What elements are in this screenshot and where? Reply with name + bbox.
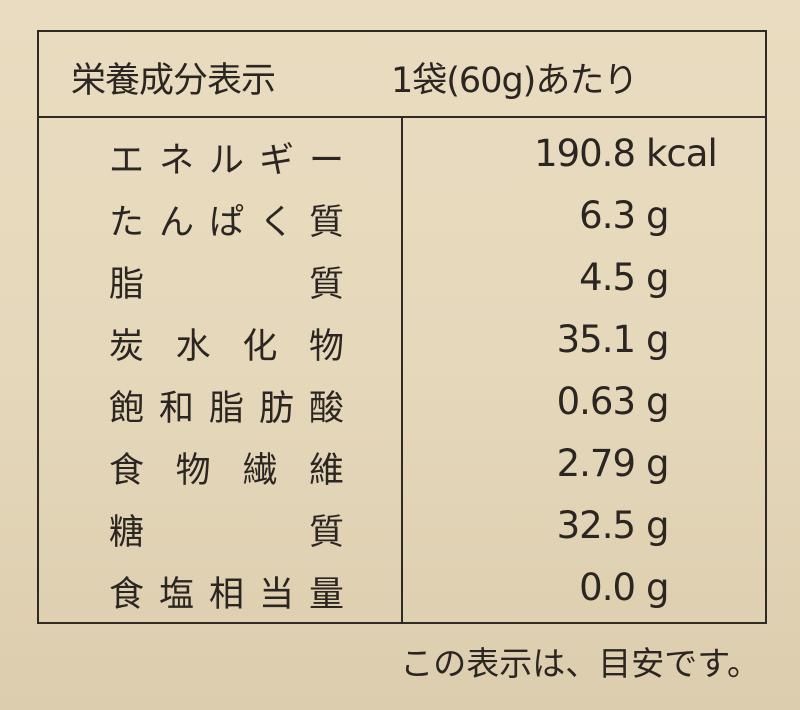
nutrient-label: たんぱく質 — [109, 203, 344, 243]
header-serving: 1袋(60g)あたり — [391, 61, 638, 101]
nutrient-value: 4.5 — [579, 256, 636, 299]
table-row: たんぱく質 6.3 g — [39, 186, 765, 248]
nutrient-value: 0.0 — [579, 566, 636, 609]
nutrient-label: 飽和脂肪酸 — [109, 389, 344, 429]
table-row: 食塩相当量 0.0 g — [39, 558, 765, 620]
nutrition-table: 栄養成分表示 1袋(60g)あたり エネルギー 190.8 kcal たんぱく質 … — [37, 30, 767, 624]
nutrient-unit: g — [646, 194, 669, 237]
nutrient-unit: g — [646, 504, 669, 547]
column-divider — [401, 116, 403, 622]
table-row: 炭水化物 35.1 g — [39, 310, 765, 372]
nutrient-label: 炭水化物 — [109, 327, 344, 367]
nutrient-value: 0.63 — [556, 380, 636, 423]
nutrient-value: 2.79 — [556, 442, 636, 485]
nutrient-value: 35.1 — [556, 318, 636, 361]
nutrient-unit: g — [646, 318, 669, 361]
footnote: この表示は、目安です。 — [400, 644, 760, 683]
nutrient-unit: g — [646, 256, 669, 299]
nutrient-label: 糖質 — [109, 513, 344, 553]
nutrient-value: 190.8 — [534, 132, 636, 175]
nutrient-label: 食塩相当量 — [109, 575, 344, 615]
nutrient-label: エネルギー — [109, 141, 344, 181]
nutrient-label: 脂質 — [109, 265, 344, 305]
table-header: 栄養成分表示 1袋(60g)あたり — [39, 32, 765, 118]
table-row: 脂質 4.5 g — [39, 248, 765, 310]
nutrient-value: 32.5 — [556, 504, 636, 547]
nutrient-unit: kcal — [646, 132, 718, 175]
nutrient-label: 食物繊維 — [109, 451, 344, 491]
nutrient-unit: g — [646, 442, 669, 485]
nutrient-unit: g — [646, 566, 669, 609]
nutrient-unit: g — [646, 380, 669, 423]
table-row: エネルギー 190.8 kcal — [39, 124, 765, 186]
header-title: 栄養成分表示 — [71, 61, 276, 101]
nutrient-value: 6.3 — [579, 194, 636, 237]
table-row: 食物繊維 2.79 g — [39, 434, 765, 496]
table-row: 糖質 32.5 g — [39, 496, 765, 558]
table-row: 飽和脂肪酸 0.63 g — [39, 372, 765, 434]
